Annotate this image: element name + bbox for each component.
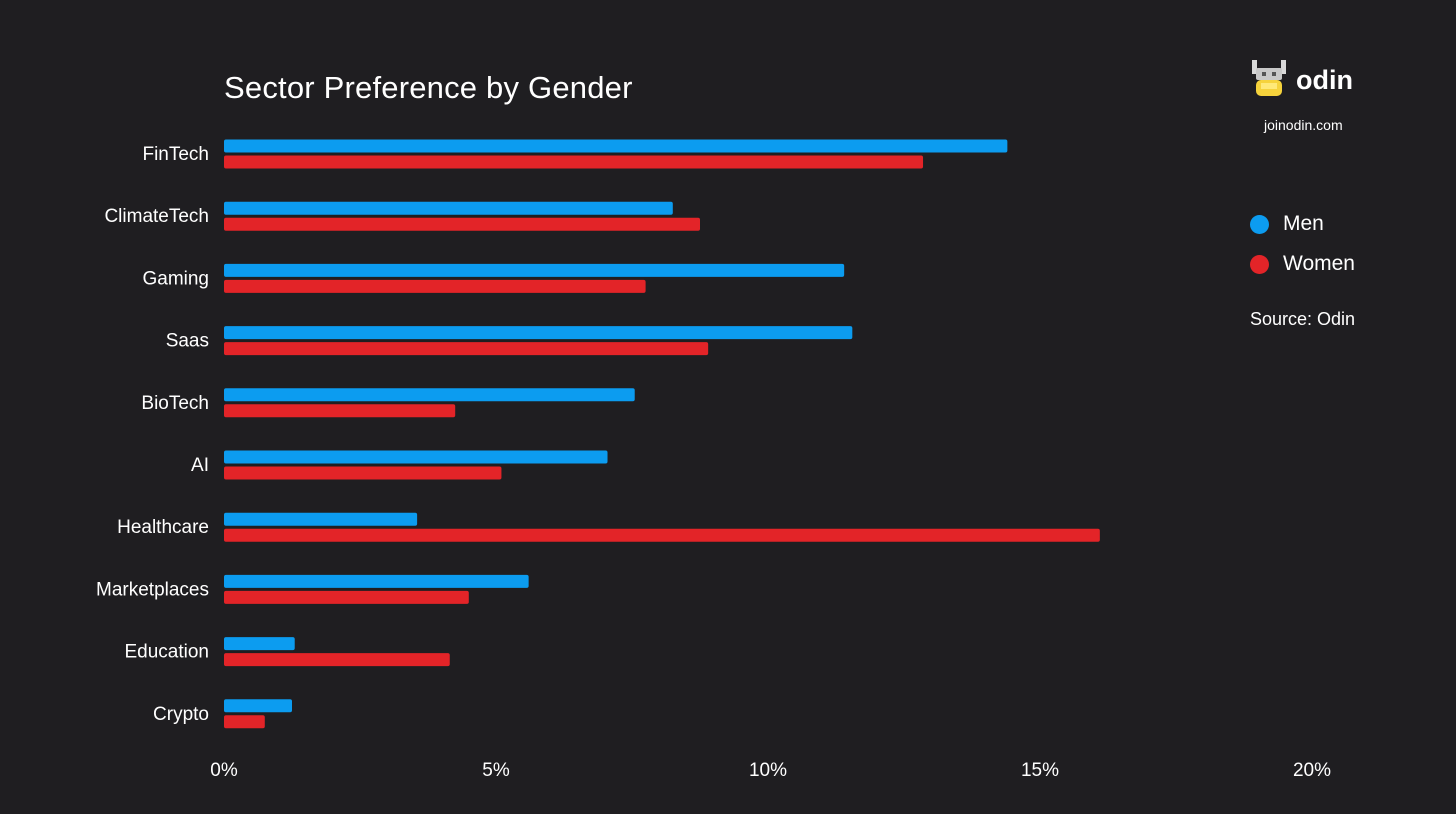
category-label-ai: AI bbox=[191, 455, 209, 476]
bar-men-healthcare bbox=[224, 512, 418, 526]
legend-label-men: Men bbox=[1283, 212, 1324, 235]
bar-women-gaming bbox=[224, 279, 646, 293]
category-label-marketplaces: Marketplaces bbox=[96, 579, 209, 600]
brand: odin bbox=[1252, 58, 1362, 102]
brand-name: odin bbox=[1296, 64, 1353, 95]
brand-url: joinodin.com bbox=[1264, 117, 1343, 133]
bar-men-biotech bbox=[224, 388, 635, 402]
x-tick-label-10: 10% bbox=[749, 760, 787, 781]
bar-men-crypto bbox=[224, 699, 292, 713]
category-label-gaming: Gaming bbox=[142, 268, 209, 289]
bar-women-biotech bbox=[224, 404, 456, 418]
x-tick-label-0: 0% bbox=[210, 760, 238, 781]
bar-men-education bbox=[224, 637, 295, 651]
bar-women-education bbox=[224, 653, 450, 667]
category-label-biotech: BioTech bbox=[141, 393, 209, 414]
legend-item-women: Women bbox=[1250, 244, 1355, 284]
legend-swatch-men bbox=[1250, 214, 1269, 234]
legend-item-men: Men bbox=[1250, 204, 1355, 244]
category-label-climatetech: ClimateTech bbox=[104, 206, 209, 227]
chart-title: Sector Preference by Gender bbox=[224, 70, 633, 105]
category-label-education: Education bbox=[124, 642, 209, 663]
bar-women-healthcare bbox=[224, 528, 1100, 542]
x-tick-label-5: 5% bbox=[482, 760, 510, 781]
x-tick-label-15: 15% bbox=[1021, 760, 1059, 781]
bar-women-crypto bbox=[224, 715, 265, 729]
bar-men-ai bbox=[224, 450, 608, 464]
bar-men-fintech bbox=[224, 139, 1008, 153]
bar-women-climatetech bbox=[224, 217, 700, 231]
brand-logo: odin bbox=[1252, 58, 1362, 102]
bar-women-ai bbox=[224, 466, 502, 480]
bar-women-marketplaces bbox=[224, 590, 469, 604]
category-label-crypto: Crypto bbox=[153, 704, 209, 725]
bar-men-climatetech bbox=[224, 201, 673, 215]
bar-women-fintech bbox=[224, 155, 924, 169]
source-note: Source: Odin bbox=[1250, 309, 1356, 329]
bar-men-marketplaces bbox=[224, 574, 529, 588]
legend: Men Women bbox=[1250, 204, 1355, 284]
x-tick-label-20: 20% bbox=[1293, 760, 1331, 781]
category-label-saas: Saas bbox=[166, 331, 209, 352]
legend-swatch-women bbox=[1250, 254, 1269, 274]
bar-women-saas bbox=[224, 342, 709, 356]
category-label-healthcare: Healthcare bbox=[117, 517, 209, 538]
category-label-fintech: FinTech bbox=[142, 144, 209, 165]
legend-label-women: Women bbox=[1283, 252, 1355, 275]
viking-helmet-icon bbox=[1252, 60, 1286, 96]
bar-men-saas bbox=[224, 326, 853, 340]
bar-men-gaming bbox=[224, 263, 845, 277]
